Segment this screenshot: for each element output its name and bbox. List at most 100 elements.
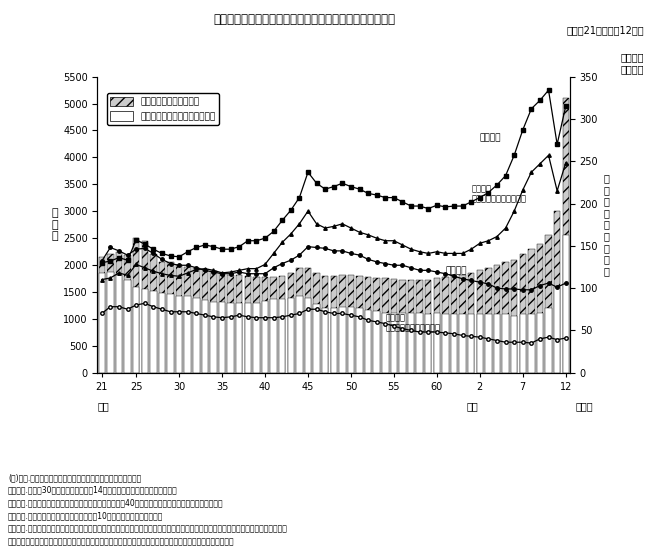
Bar (253, 303, 260, 373)
Text: （昭和21年～平成12年）: （昭和21年～平成12年） (567, 25, 644, 35)
Text: 認知件数: 認知件数 (480, 133, 501, 142)
Bar (236, 274, 243, 373)
Bar (494, 314, 500, 373)
Bar (365, 277, 371, 373)
Bar (262, 300, 268, 373)
Bar (313, 273, 320, 373)
Bar (528, 314, 535, 373)
Y-axis label: 発
生
率: 発 生 率 (52, 208, 58, 241)
Bar (451, 314, 457, 373)
Text: 認知件数
（交通関係業過を除く）: 認知件数 （交通関係業過を除く） (471, 184, 526, 204)
Bar (219, 302, 225, 373)
Bar (305, 299, 311, 373)
Bar (382, 278, 389, 373)
Bar (133, 238, 139, 373)
Text: 検挙人員: 検挙人員 (446, 266, 467, 275)
Bar (425, 280, 432, 373)
Text: 昭和: 昭和 (97, 401, 109, 411)
Bar (270, 299, 277, 373)
Bar (159, 262, 165, 373)
Text: (注)　１.　警察庁の統計及び総務省統計局の人口資料による。
　　　２.　昭和30年以前については，14歳未満の者による触法行為を含む。
　　　３.　「交通関係: (注) １. 警察庁の統計及び総務省統計局の人口資料による。 ２. 昭和30年以… (8, 473, 288, 546)
Bar (133, 287, 139, 373)
Bar (511, 260, 518, 373)
Bar (494, 265, 500, 373)
Y-axis label: 認
知
件
数
・
検
挙
人
員: 認 知 件 数 ・ 検 挙 人 員 (603, 173, 609, 276)
Bar (537, 244, 543, 373)
Bar (408, 280, 414, 373)
Bar (124, 279, 131, 373)
Bar (468, 314, 475, 373)
Text: （万件）
（万人）: （万件） （万人） (621, 52, 644, 75)
Bar (442, 314, 449, 373)
Bar (339, 274, 346, 373)
Bar (167, 262, 174, 373)
Bar (442, 277, 449, 373)
Bar (563, 98, 569, 373)
Bar (434, 278, 440, 373)
Bar (391, 313, 397, 373)
Bar (485, 314, 492, 373)
Bar (468, 273, 475, 373)
Bar (98, 273, 105, 373)
Bar (399, 279, 406, 373)
Bar (313, 304, 320, 373)
Bar (227, 274, 234, 373)
Bar (141, 241, 148, 373)
Bar (176, 265, 182, 373)
Bar (305, 268, 311, 373)
Bar (245, 276, 251, 373)
Bar (554, 287, 561, 373)
Bar (356, 276, 363, 373)
Bar (279, 276, 286, 373)
Bar (391, 279, 397, 373)
Bar (511, 316, 518, 373)
Bar (167, 294, 174, 373)
Bar (477, 314, 483, 373)
Bar (296, 268, 303, 373)
Bar (348, 307, 354, 373)
Bar (116, 274, 122, 373)
Bar (451, 276, 457, 373)
Bar (545, 308, 552, 373)
Bar (502, 314, 509, 373)
Bar (107, 272, 114, 373)
Text: 平成: 平成 (467, 401, 479, 411)
Bar (288, 273, 294, 373)
Bar (227, 302, 234, 373)
Bar (545, 236, 552, 373)
Bar (176, 296, 182, 373)
Bar (288, 299, 294, 373)
Bar (184, 267, 191, 373)
Text: 〔第１図〕　刑法犯の認知件数・検挙人員・発生率の推移: 〔第１図〕 刑法犯の認知件数・検挙人員・発生率の推移 (213, 13, 395, 26)
Bar (279, 299, 286, 373)
Legend: 発生率（交通関係業過）, 発生率（交通関係業過を除く）: 発生率（交通関係業過）, 発生率（交通関係業過を除く） (106, 93, 219, 125)
Bar (150, 291, 157, 373)
Bar (459, 274, 466, 373)
Bar (202, 300, 208, 373)
Bar (193, 298, 200, 373)
Bar (520, 254, 526, 373)
Bar (270, 277, 277, 373)
Bar (193, 268, 200, 373)
Bar (330, 276, 337, 373)
Bar (245, 302, 251, 373)
Bar (528, 249, 535, 373)
Bar (537, 313, 543, 373)
Bar (434, 313, 440, 373)
Bar (330, 307, 337, 373)
Bar (425, 314, 432, 373)
Bar (416, 313, 423, 373)
Bar (365, 310, 371, 373)
Bar (219, 273, 225, 373)
Bar (373, 278, 380, 373)
Bar (296, 296, 303, 373)
Bar (159, 293, 165, 373)
Bar (116, 251, 122, 373)
Bar (382, 313, 389, 373)
Bar (399, 313, 406, 373)
Bar (563, 236, 569, 373)
Bar (262, 277, 268, 373)
Bar (322, 307, 329, 373)
Bar (210, 301, 217, 373)
Bar (356, 308, 363, 373)
